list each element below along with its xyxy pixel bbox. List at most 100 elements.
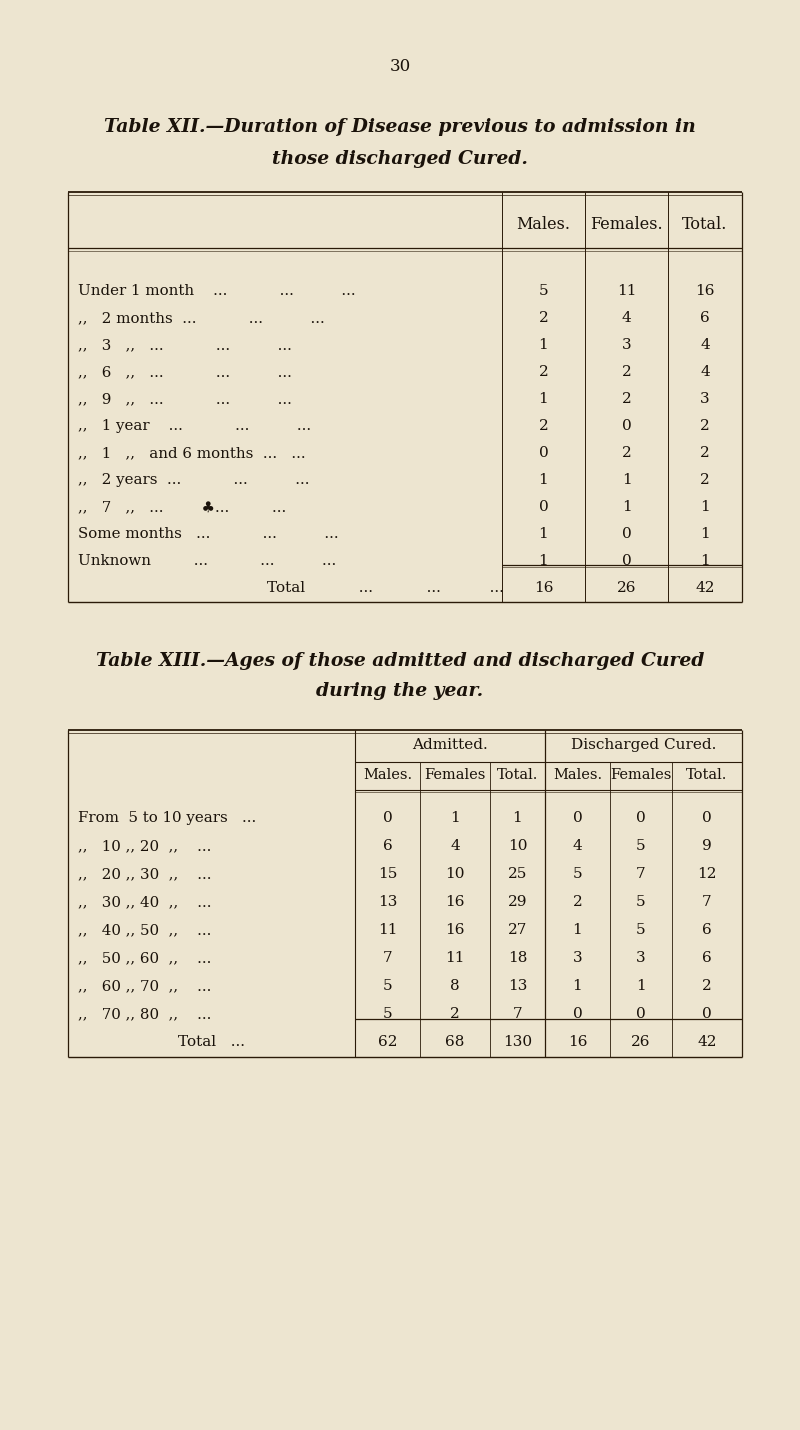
- Text: 42: 42: [698, 1035, 717, 1050]
- Text: 2: 2: [573, 895, 582, 909]
- Text: 2: 2: [622, 446, 631, 460]
- Text: 4: 4: [450, 839, 460, 854]
- Text: 3: 3: [636, 951, 646, 965]
- Text: those discharged Cured.: those discharged Cured.: [272, 150, 528, 167]
- Text: 16: 16: [446, 922, 465, 937]
- Text: Unknown         ...           ...          ...: Unknown ... ... ...: [78, 553, 336, 568]
- Text: 0: 0: [573, 1007, 582, 1021]
- Text: 1: 1: [538, 553, 548, 568]
- Text: 6: 6: [382, 839, 392, 854]
- Text: 7: 7: [636, 867, 646, 881]
- Text: 0: 0: [622, 419, 631, 433]
- Text: 0: 0: [622, 528, 631, 541]
- Text: 3: 3: [573, 951, 582, 965]
- Text: 10: 10: [446, 867, 465, 881]
- Text: 2: 2: [450, 1007, 460, 1021]
- Text: ,,   60 ,, 70  ,,    ...: ,, 60 ,, 70 ,, ...: [78, 980, 211, 992]
- Text: Total           ...           ...          ...: Total ... ... ...: [266, 581, 503, 595]
- Text: 0: 0: [538, 500, 548, 513]
- Text: 9: 9: [702, 839, 712, 854]
- Text: Males.: Males.: [517, 216, 570, 233]
- Text: 6: 6: [702, 922, 712, 937]
- Text: 1: 1: [513, 811, 522, 825]
- Text: Under 1 month    ...           ...          ...: Under 1 month ... ... ...: [78, 285, 356, 297]
- Text: 0: 0: [538, 446, 548, 460]
- Text: Admitted.: Admitted.: [412, 738, 488, 752]
- Text: during the year.: during the year.: [317, 682, 483, 701]
- Text: 30: 30: [390, 59, 410, 74]
- Text: 68: 68: [446, 1035, 465, 1050]
- Text: 1: 1: [573, 980, 582, 992]
- Text: ,,   30 ,, 40  ,,    ...: ,, 30 ,, 40 ,, ...: [78, 895, 211, 909]
- Text: 26: 26: [617, 581, 636, 595]
- Text: 13: 13: [508, 980, 527, 992]
- Text: 29: 29: [508, 895, 527, 909]
- Text: 5: 5: [636, 922, 646, 937]
- Text: ,,   2 months  ...           ...          ...: ,, 2 months ... ... ...: [78, 310, 325, 325]
- Text: Discharged Cured.: Discharged Cured.: [571, 738, 716, 752]
- Text: 1: 1: [573, 922, 582, 937]
- Text: 5: 5: [636, 839, 646, 854]
- Text: 0: 0: [622, 553, 631, 568]
- Text: ,,   70 ,, 80  ,,    ...: ,, 70 ,, 80 ,, ...: [78, 1007, 211, 1021]
- Text: 25: 25: [508, 867, 527, 881]
- Text: 1: 1: [450, 811, 460, 825]
- Text: ,,   6   ,,   ...           ...          ...: ,, 6 ,, ... ... ...: [78, 365, 292, 379]
- Text: 4: 4: [700, 365, 710, 379]
- Text: 1: 1: [700, 553, 710, 568]
- Text: ,,   1   ,,   and 6 months  ...   ...: ,, 1 ,, and 6 months ... ...: [78, 446, 306, 460]
- Text: 1: 1: [538, 337, 548, 352]
- Text: 4: 4: [700, 337, 710, 352]
- Text: 4: 4: [573, 839, 582, 854]
- Text: 5: 5: [538, 285, 548, 297]
- Text: ,,   50 ,, 60  ,,    ...: ,, 50 ,, 60 ,, ...: [78, 951, 211, 965]
- Text: 3: 3: [622, 337, 631, 352]
- Text: Females: Females: [610, 768, 672, 782]
- Text: 0: 0: [382, 811, 392, 825]
- Text: ,,   3   ,,   ...           ...          ...: ,, 3 ,, ... ... ...: [78, 337, 292, 352]
- Text: Some months   ...           ...          ...: Some months ... ... ...: [78, 528, 338, 541]
- Text: 16: 16: [568, 1035, 587, 1050]
- Text: 1: 1: [538, 392, 548, 406]
- Text: 16: 16: [446, 895, 465, 909]
- Text: 7: 7: [702, 895, 712, 909]
- Text: Males.: Males.: [553, 768, 602, 782]
- Text: From  5 to 10 years   ...: From 5 to 10 years ...: [78, 811, 256, 825]
- Text: 2: 2: [700, 473, 710, 488]
- Text: 2: 2: [538, 419, 548, 433]
- Text: 2: 2: [622, 392, 631, 406]
- Text: 0: 0: [702, 811, 712, 825]
- Text: 6: 6: [700, 310, 710, 325]
- Text: Table XII.—Duration of Disease previous to admission in: Table XII.—Duration of Disease previous …: [104, 119, 696, 136]
- Text: 11: 11: [617, 285, 636, 297]
- Text: 1: 1: [538, 473, 548, 488]
- Text: 26: 26: [631, 1035, 650, 1050]
- Text: Males.: Males.: [363, 768, 412, 782]
- Text: Total.: Total.: [686, 768, 728, 782]
- Text: ,,   9   ,,   ...           ...          ...: ,, 9 ,, ... ... ...: [78, 392, 292, 406]
- Text: 7: 7: [513, 1007, 522, 1021]
- Text: 1: 1: [622, 473, 631, 488]
- Text: 2: 2: [702, 980, 712, 992]
- Text: 2: 2: [700, 419, 710, 433]
- Text: 130: 130: [503, 1035, 532, 1050]
- Text: Females.: Females.: [590, 216, 663, 233]
- Text: 1: 1: [700, 528, 710, 541]
- Text: 0: 0: [573, 811, 582, 825]
- Text: ,,   40 ,, 50  ,,    ...: ,, 40 ,, 50 ,, ...: [78, 922, 211, 937]
- Text: 16: 16: [534, 581, 554, 595]
- Text: ,,   2 years  ...           ...          ...: ,, 2 years ... ... ...: [78, 473, 310, 488]
- Text: 5: 5: [382, 1007, 392, 1021]
- Text: 3: 3: [700, 392, 710, 406]
- Text: 6: 6: [702, 951, 712, 965]
- Text: 0: 0: [702, 1007, 712, 1021]
- Text: 7: 7: [382, 951, 392, 965]
- Text: 15: 15: [378, 867, 397, 881]
- Text: 1: 1: [538, 528, 548, 541]
- Text: 13: 13: [378, 895, 397, 909]
- Text: 11: 11: [446, 951, 465, 965]
- Text: 0: 0: [636, 1007, 646, 1021]
- Text: 10: 10: [508, 839, 527, 854]
- Text: ,,   1 year    ...           ...          ...: ,, 1 year ... ... ...: [78, 419, 311, 433]
- Text: 0: 0: [636, 811, 646, 825]
